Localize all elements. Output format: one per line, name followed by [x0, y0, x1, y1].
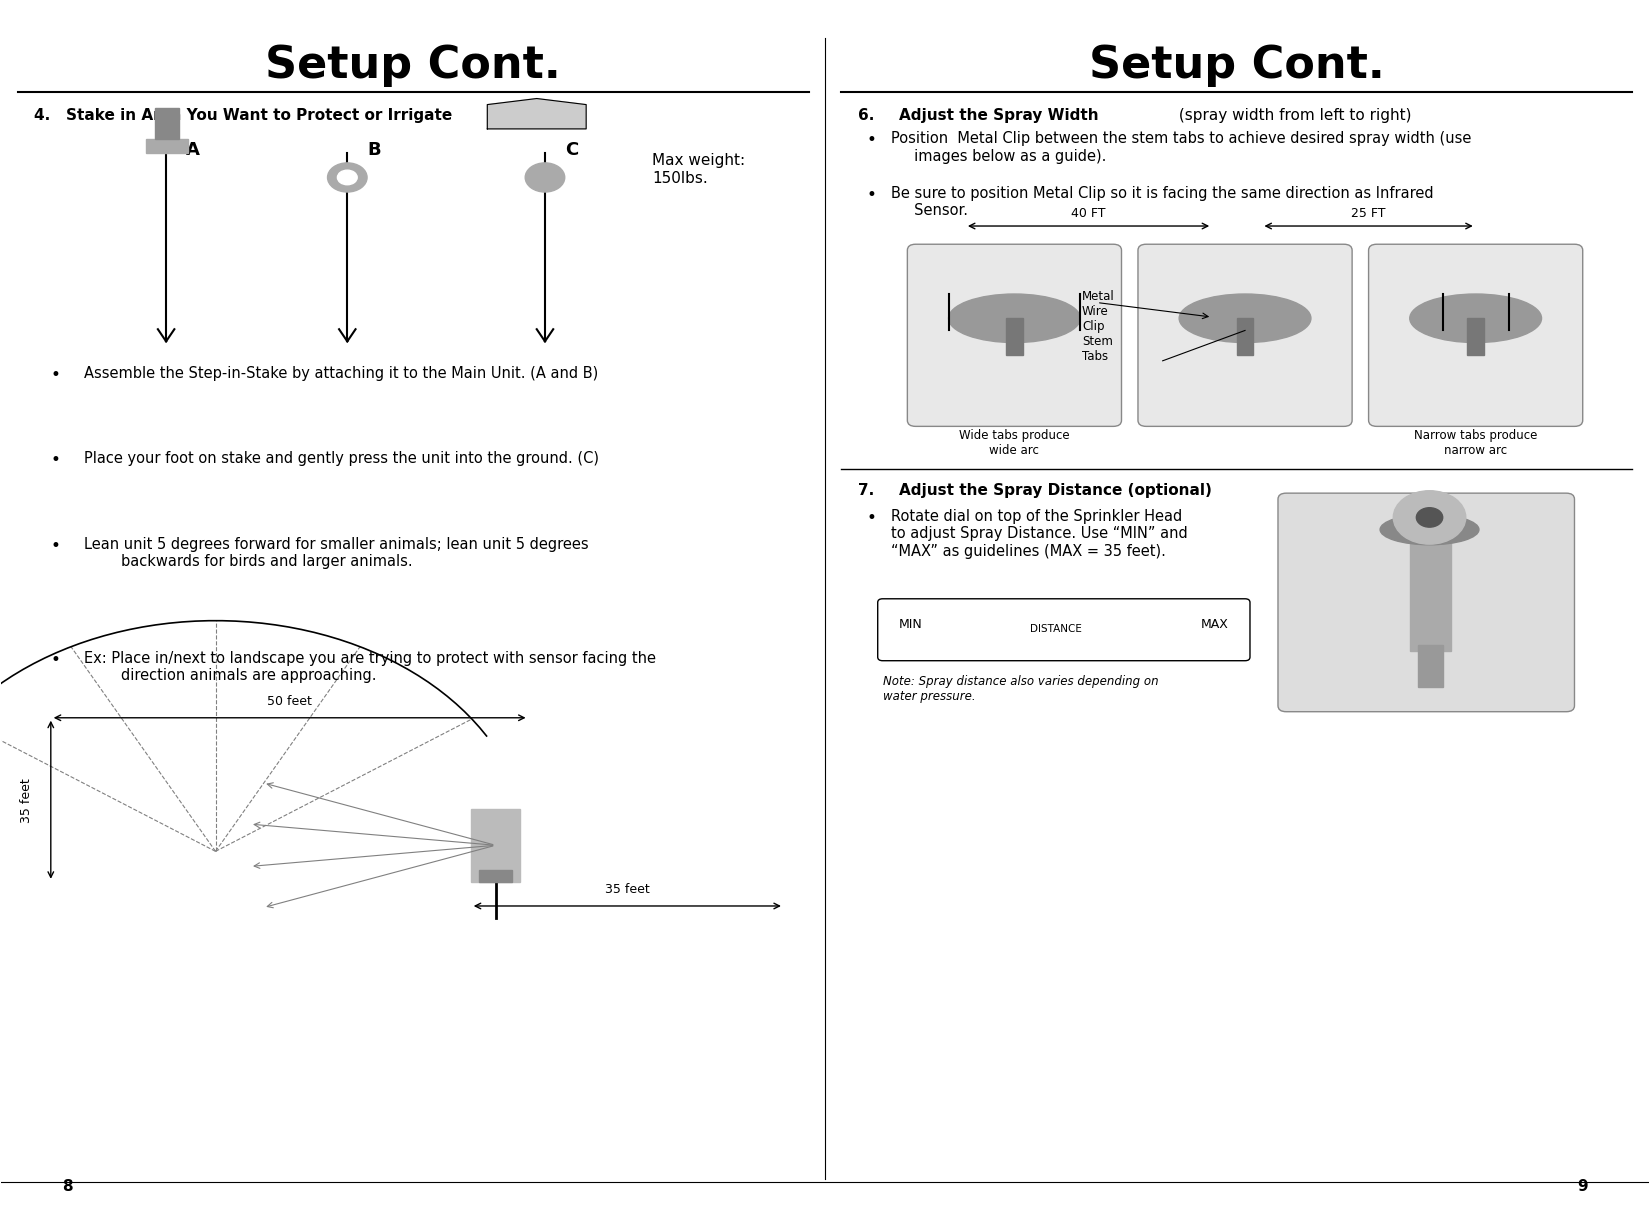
- Text: Be sure to position Metal Clip so it is facing the same direction as Infrared
  : Be sure to position Metal Clip so it is …: [891, 186, 1434, 218]
- Text: Ex: Place in/next to landscape you are trying to protect with sensor facing the
: Ex: Place in/next to landscape you are t…: [84, 651, 655, 684]
- Text: 35 feet: 35 feet: [606, 884, 650, 896]
- Text: 35 feet: 35 feet: [20, 778, 33, 823]
- Text: Position  Metal Clip between the stem tabs to achieve desired spray width (use
 : Position Metal Clip between the stem tab…: [891, 131, 1472, 164]
- Bar: [1006, 319, 1023, 354]
- FancyBboxPatch shape: [1138, 245, 1351, 426]
- Text: Metal
Wire
Clip: Metal Wire Clip: [1082, 291, 1115, 333]
- Text: 7.: 7.: [858, 483, 889, 499]
- Text: Max weight:
150lbs.: Max weight: 150lbs.: [652, 153, 746, 185]
- Text: •: •: [866, 186, 876, 204]
- Text: 40 FT: 40 FT: [1071, 207, 1106, 220]
- Bar: [1467, 319, 1483, 354]
- Bar: [470, 809, 520, 881]
- FancyBboxPatch shape: [1368, 245, 1582, 426]
- Bar: [1409, 542, 1450, 651]
- Text: (spray width from left to right): (spray width from left to right): [1175, 108, 1412, 123]
- Circle shape: [337, 170, 356, 185]
- Bar: [147, 139, 188, 153]
- Text: 9: 9: [1577, 1179, 1587, 1194]
- FancyBboxPatch shape: [908, 245, 1122, 426]
- Text: Setup Cont.: Setup Cont.: [266, 44, 561, 86]
- Text: MIN: MIN: [899, 618, 922, 630]
- Circle shape: [525, 163, 564, 192]
- Text: Adjust the Spray Distance (optional): Adjust the Spray Distance (optional): [899, 483, 1213, 499]
- Text: Wide tabs produce
wide arc: Wide tabs produce wide arc: [959, 428, 1069, 456]
- Ellipse shape: [1379, 515, 1478, 545]
- Ellipse shape: [949, 295, 1081, 342]
- Text: Setup Cont.: Setup Cont.: [1089, 44, 1384, 86]
- Text: Rotate dial on top of the Sprinkler Head
to adjust Spray Distance. Use “MIN” and: Rotate dial on top of the Sprinkler Head…: [891, 509, 1188, 559]
- Text: Lean unit 5 degrees forward for smaller animals; lean unit 5 degrees
        bac: Lean unit 5 degrees forward for smaller …: [84, 537, 589, 570]
- Text: DISTANCE: DISTANCE: [1030, 624, 1081, 634]
- Text: Place your foot on stake and gently press the unit into the ground. (C): Place your foot on stake and gently pres…: [84, 452, 599, 466]
- Circle shape: [328, 163, 366, 192]
- Text: C: C: [564, 141, 578, 159]
- Text: B: B: [366, 141, 381, 159]
- Text: •: •: [51, 651, 61, 669]
- Text: 6.: 6.: [858, 108, 889, 123]
- Text: 8: 8: [63, 1179, 73, 1194]
- Text: Narrow tabs produce
narrow arc: Narrow tabs produce narrow arc: [1414, 428, 1538, 456]
- Text: •: •: [866, 509, 876, 527]
- Text: Note: Spray distance also varies depending on
water pressure.: Note: Spray distance also varies dependi…: [883, 675, 1158, 703]
- Bar: [478, 870, 512, 881]
- FancyBboxPatch shape: [878, 599, 1251, 661]
- Text: •: •: [51, 537, 61, 555]
- Text: 25 FT: 25 FT: [1351, 207, 1386, 220]
- Text: Assemble the Step-in-Stake by attaching it to the Main Unit. (A and B): Assemble the Step-in-Stake by attaching …: [84, 365, 597, 381]
- Ellipse shape: [1180, 295, 1312, 342]
- Text: •: •: [51, 365, 61, 383]
- Text: 4.   Stake in Area You Want to Protect or Irrigate: 4. Stake in Area You Want to Protect or …: [35, 108, 452, 123]
- Polygon shape: [487, 99, 586, 129]
- Text: •: •: [51, 452, 61, 470]
- Text: Adjust the Spray Width: Adjust the Spray Width: [899, 108, 1099, 123]
- Ellipse shape: [1409, 295, 1541, 342]
- Text: 50 feet: 50 feet: [267, 695, 312, 708]
- Circle shape: [1416, 507, 1442, 527]
- Text: MAX: MAX: [1201, 618, 1229, 630]
- Text: Stem
Tabs: Stem Tabs: [1082, 336, 1112, 364]
- Text: •: •: [866, 131, 876, 150]
- Text: A: A: [186, 141, 200, 159]
- Circle shape: [1393, 490, 1465, 544]
- Bar: [1417, 645, 1442, 688]
- Bar: [1238, 319, 1254, 354]
- Bar: [155, 108, 180, 139]
- FancyBboxPatch shape: [1279, 493, 1574, 712]
